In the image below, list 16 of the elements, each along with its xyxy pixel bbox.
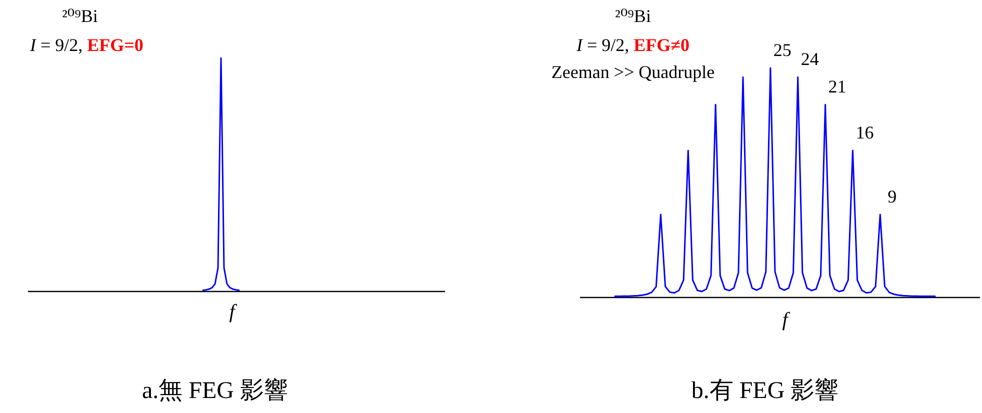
text: 25 [773,40,792,60]
annotation: 9 [888,186,897,207]
annotation: 16 [856,122,874,142]
annotation: 24 [800,49,819,70]
text: EFG≠0 [634,35,690,55]
x-axis-title: f [229,301,238,323]
text: a.無 FEG 影響 [142,377,288,404]
text: I = 9/2, [575,35,634,55]
annotation: Zeeman >> Quadruple [551,62,715,82]
text: I = 9/2, [29,35,88,55]
text: b.有 FEG 影響 [691,377,839,404]
text: ²⁰⁹Bi [62,6,98,26]
x-axis-title: f [782,309,790,331]
annotation: 21 [828,76,846,97]
text: EFG=0 [87,35,144,55]
text: ²⁰⁹Bi [615,6,651,26]
